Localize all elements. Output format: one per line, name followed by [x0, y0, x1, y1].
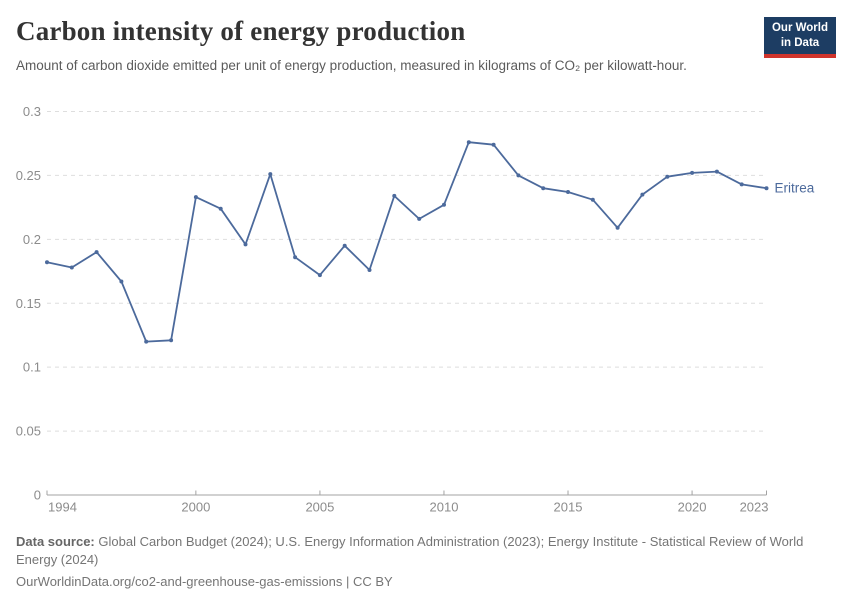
data-source-text: Global Carbon Budget (2024); U.S. Energy…: [16, 534, 804, 567]
data-point[interactable]: [417, 216, 422, 221]
line-chart[interactable]: 0 0.05 0.1 0.15 0.2 0.25 0.3 1994 2000 2005 2010 20…: [0, 100, 850, 518]
data-point[interactable]: [516, 173, 521, 178]
series-end-label[interactable]: Eritrea: [775, 181, 815, 196]
data-point[interactable]: [714, 169, 719, 174]
data-point[interactable]: [94, 250, 99, 255]
data-point[interactable]: [491, 142, 496, 147]
owid-logo[interactable]: Our World in Data: [764, 17, 836, 58]
data-point[interactable]: [442, 202, 446, 207]
data-point[interactable]: [739, 182, 744, 187]
data-point[interactable]: [169, 338, 174, 343]
data-point[interactable]: [69, 265, 74, 270]
data-point[interactable]: [119, 279, 124, 284]
data-point[interactable]: [144, 339, 149, 344]
y-axis-tick-label: 0.2: [23, 232, 41, 247]
data-point[interactable]: [541, 186, 546, 191]
x-axis-tick-label: 2023: [740, 500, 769, 515]
data-point[interactable]: [268, 172, 273, 177]
data-point[interactable]: [193, 195, 198, 200]
data-source-label: Data source:: [16, 534, 95, 549]
x-axis-tick-label: 2020: [678, 500, 707, 515]
y-axis-tick-label: 0.3: [23, 104, 41, 119]
x-axis-tick-label: 2010: [430, 500, 459, 515]
chart-footer: Data source: Global Carbon Budget (2024)…: [16, 533, 828, 589]
series-line-eritrea[interactable]: [46, 141, 768, 343]
x-axis-tick-label: 1994: [48, 500, 77, 515]
logo-line-1: Our World: [771, 22, 828, 34]
data-point[interactable]: [640, 192, 645, 197]
data-point[interactable]: [690, 170, 695, 175]
data-point[interactable]: [218, 206, 223, 211]
x-axis-tick-label: 2000: [181, 500, 210, 515]
x-axis-tick-label: 2005: [305, 500, 334, 515]
chart-subtitle: Amount of carbon dioxide emitted per uni…: [16, 58, 687, 73]
y-axis-tick-label: 0: [34, 488, 41, 503]
data-point[interactable]: [615, 225, 620, 230]
chart-title: Carbon intensity of energy production: [16, 16, 466, 46]
data-point[interactable]: [45, 260, 49, 265]
data-source-line: Data source: Global Carbon Budget (2024)…: [16, 533, 828, 569]
data-point[interactable]: [317, 273, 322, 278]
data-point[interactable]: [342, 243, 347, 248]
y-axis-tick-label: 0.1: [23, 360, 41, 375]
data-point[interactable]: [566, 190, 570, 194]
data-point[interactable]: [243, 242, 248, 247]
y-axis-tick-label: 0.25: [16, 168, 41, 183]
data-point[interactable]: [466, 140, 471, 145]
data-point[interactable]: [367, 268, 372, 272]
license-line[interactable]: OurWorldinData.org/co2-and-greenhouse-ga…: [16, 573, 393, 589]
chart-header: Carbon intensity of energy production Am…: [0, 0, 850, 75]
y-axis-tick-label: 0.15: [16, 296, 41, 311]
data-point[interactable]: [590, 197, 595, 202]
data-point[interactable]: [764, 186, 769, 191]
data-point[interactable]: [293, 255, 298, 260]
y-axis-tick-label: 0.05: [16, 424, 41, 439]
data-point[interactable]: [665, 174, 670, 179]
logo-line-2: in Data: [780, 36, 820, 49]
data-point[interactable]: [392, 193, 397, 198]
x-axis-tick-label: 2015: [554, 500, 583, 515]
